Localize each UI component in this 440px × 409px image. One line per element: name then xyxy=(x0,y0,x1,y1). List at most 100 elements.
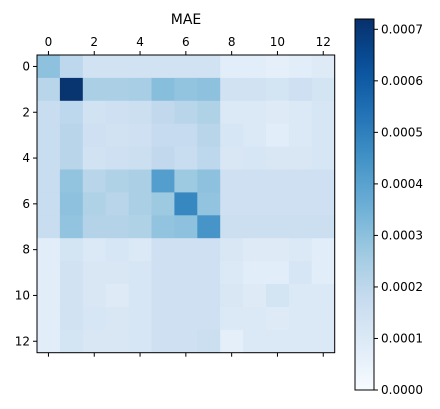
heatmap-cell xyxy=(105,169,129,193)
heatmap-cell xyxy=(220,192,244,216)
heatmap-cell xyxy=(174,284,198,308)
heatmap-cell xyxy=(288,284,313,308)
x-tick-label: 6 xyxy=(182,35,190,49)
heatmap-cell xyxy=(220,284,244,308)
heatmap-cell xyxy=(105,238,129,262)
heatmap-cell xyxy=(174,123,198,147)
heatmap-cell xyxy=(105,329,129,354)
heatmap-cell xyxy=(288,238,313,262)
heatmap-cell xyxy=(266,77,290,102)
heatmap-cell xyxy=(243,329,267,354)
heatmap-cell xyxy=(288,100,313,125)
heatmap-cell xyxy=(266,306,290,331)
heatmap-cell xyxy=(59,192,84,216)
heatmap-cell xyxy=(243,261,267,285)
heatmap-cell xyxy=(105,55,129,79)
y-axis-ticks: 0 2 4 6 8 10 12 xyxy=(15,59,37,348)
heatmap-cell xyxy=(243,100,267,125)
heatmap-cell xyxy=(37,100,61,125)
heatmap-cell xyxy=(37,55,61,79)
heatmap-cell xyxy=(174,329,198,354)
heatmap-cell xyxy=(174,261,198,285)
heatmap-cell xyxy=(311,123,336,147)
heatmap-cell xyxy=(197,100,221,125)
heatmap-cell xyxy=(82,261,107,285)
heatmap-cell xyxy=(82,329,107,354)
heatmap-cell xyxy=(197,77,221,102)
heatmap-cell xyxy=(266,192,290,216)
heatmap-cell xyxy=(197,123,221,147)
heatmap-cell xyxy=(197,146,221,170)
heatmap-cell xyxy=(174,77,198,102)
y-tick-label: 10 xyxy=(15,288,30,302)
x-tick-label: 4 xyxy=(136,35,144,49)
heatmap-cell xyxy=(197,306,221,331)
heatmap-cell xyxy=(37,123,61,147)
heatmap-cell xyxy=(220,123,244,147)
heatmap-cell xyxy=(37,306,61,331)
x-tick-label: 10 xyxy=(270,35,285,49)
heatmap-cell xyxy=(288,123,313,147)
heatmap-cell xyxy=(311,146,336,170)
heatmap-cell xyxy=(174,100,198,125)
heatmap-cell xyxy=(128,192,152,216)
heatmap-cell xyxy=(37,261,61,285)
colorbar-tick-label: 0.0006 xyxy=(381,74,423,88)
colorbar-frame xyxy=(354,18,375,391)
heatmap-cell xyxy=(311,329,336,354)
heatmap-cell xyxy=(37,329,61,354)
colorbar xyxy=(355,19,374,390)
heatmap-cell xyxy=(174,55,198,79)
heatmap-cell xyxy=(82,55,107,79)
heatmap-cell xyxy=(128,169,152,193)
heatmap-cell xyxy=(243,77,267,102)
colorbar-tick-label: 0.0000 xyxy=(381,383,423,397)
y-tick-label: 8 xyxy=(22,243,30,257)
heatmap-cell xyxy=(220,238,244,262)
heatmap-cell xyxy=(266,238,290,262)
heatmap-cell xyxy=(59,55,84,79)
heatmap-cell xyxy=(151,261,175,285)
heatmap-cell xyxy=(37,146,61,170)
heatmap-cell xyxy=(59,261,84,285)
heatmap-cell xyxy=(59,329,84,354)
heatmap-cell xyxy=(82,284,107,308)
heatmap-cell xyxy=(266,55,290,79)
heatmap-cell xyxy=(151,77,175,102)
heatmap-cell xyxy=(128,261,152,285)
heatmap-cell xyxy=(151,146,175,170)
heatmap-cell xyxy=(105,215,129,239)
heatmap-cell xyxy=(288,55,313,79)
heatmap-cell xyxy=(128,55,152,79)
heatmap-cell xyxy=(311,306,336,331)
heatmap-cell xyxy=(128,146,152,170)
heatmap-cell xyxy=(37,77,61,102)
heatmap-cell xyxy=(82,192,107,216)
colorbar-tick-label: 0.0002 xyxy=(381,280,423,294)
heatmap-cell xyxy=(151,238,175,262)
heatmap-cell xyxy=(311,261,336,285)
heatmap-cell xyxy=(311,169,336,193)
heatmap-cell xyxy=(197,55,221,79)
heatmap-cell xyxy=(59,100,84,125)
heatmap-cell xyxy=(243,169,267,193)
heatmap-cell xyxy=(174,215,198,239)
heatmap-cell xyxy=(37,238,61,262)
heatmap-cell xyxy=(59,169,84,193)
heatmap-cell xyxy=(105,261,129,285)
heatmap-cell xyxy=(266,215,290,239)
x-tick-label: 2 xyxy=(90,35,98,49)
heatmap-cell xyxy=(311,238,336,262)
heatmap-cell xyxy=(82,169,107,193)
heatmap-cell xyxy=(105,100,129,125)
heatmap-cell xyxy=(288,215,313,239)
colorbar-ticks: 0.0000 0.0001 0.0002 0.0003 0.0004 0.0005 0.00… xyxy=(374,22,423,397)
heatmap-cell xyxy=(266,261,290,285)
y-tick-label: 2 xyxy=(22,105,30,119)
colorbar-tick-label: 0.0007 xyxy=(381,22,423,36)
x-tick-label: 12 xyxy=(316,35,331,49)
heatmap-cell xyxy=(220,215,244,239)
heatmap-cell xyxy=(243,192,267,216)
heatmap-cell xyxy=(128,306,152,331)
